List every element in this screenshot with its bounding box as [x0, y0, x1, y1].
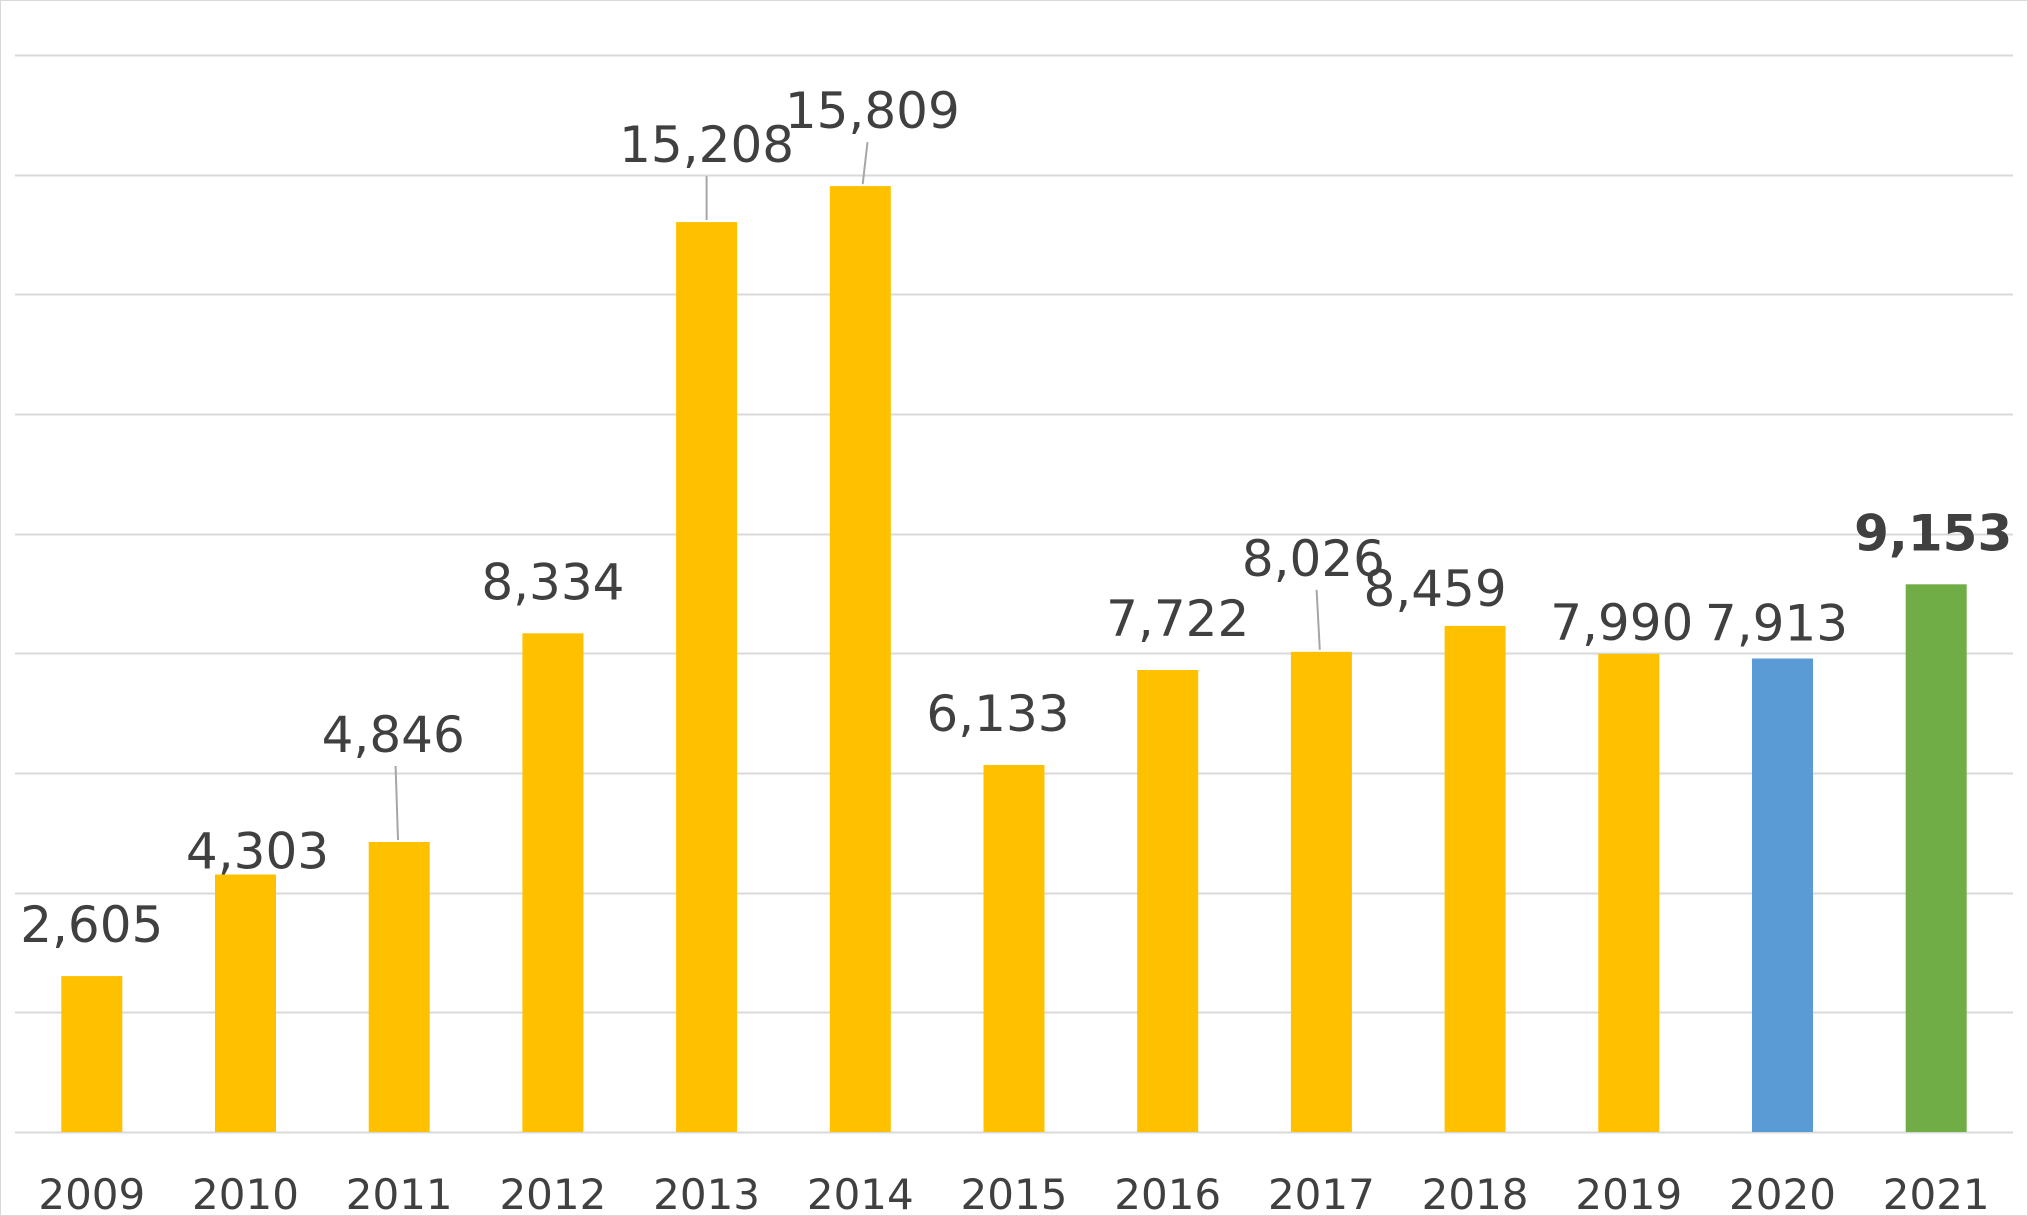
bars: [61, 186, 1967, 1133]
data-label-2013: 15,208: [619, 116, 794, 174]
x-tick-2009: 2009: [38, 1170, 145, 1215]
bar-2009: [61, 976, 123, 1132]
leader-lines: [394, 141, 1321, 841]
bar-2011: [368, 842, 430, 1132]
bar-2018: [1444, 625, 1506, 1132]
bar-2014: [829, 186, 891, 1133]
data-label-2018: 8,459: [1364, 560, 1507, 618]
x-tick-2021: 2021: [1883, 1170, 1990, 1215]
data-label-2021: 9,153: [1854, 504, 2012, 562]
leader-line-2017: [1315, 589, 1321, 650]
data-label-2012: 8,334: [481, 553, 624, 611]
x-tick-2020: 2020: [1729, 1170, 1836, 1215]
leader-line-2014: [861, 141, 869, 185]
gridlines: [15, 54, 2013, 1134]
bar-2019: [1598, 653, 1660, 1132]
bar-2016: [1137, 670, 1199, 1132]
x-tick-2011: 2011: [346, 1170, 453, 1215]
bar-2013: [676, 222, 738, 1133]
bar-2015: [983, 765, 1045, 1132]
x-tick-2016: 2016: [1114, 1170, 1221, 1215]
data-label-2020: 7,913: [1705, 595, 1848, 653]
x-axis-tick-labels: 2009 2010 2011 2012 2013 2014 2015 2016 2017 2018…: [38, 1170, 1989, 1215]
x-tick-2015: 2015: [961, 1170, 1068, 1215]
x-tick-2012: 2012: [499, 1170, 606, 1215]
data-label-2017: 8,026: [1242, 530, 1385, 588]
x-tick-2019: 2019: [1575, 1170, 1682, 1215]
x-tick-2018: 2018: [1422, 1170, 1529, 1215]
data-label-2015: 6,133: [926, 685, 1069, 743]
data-label-2011: 4,846: [322, 706, 465, 764]
x-tick-2013: 2013: [653, 1170, 760, 1215]
data-label-2009: 2,605: [20, 896, 163, 954]
bar-2012: [522, 633, 584, 1132]
leader-line-2011: [394, 765, 399, 841]
bar-2017: [1290, 651, 1352, 1132]
x-tick-2014: 2014: [807, 1170, 914, 1215]
data-label-2010: 4,303: [186, 823, 329, 881]
data-label-2014: 15,809: [785, 82, 960, 140]
x-tick-2017: 2017: [1268, 1170, 1375, 1215]
bar-2020: [1752, 658, 1813, 1132]
data-label-2019: 7,990: [1550, 594, 1693, 652]
x-tick-2010: 2010: [192, 1170, 299, 1215]
data-label-2016: 7,722: [1106, 590, 1249, 648]
bar-2021: [1905, 584, 1967, 1132]
bar-2010: [215, 874, 276, 1132]
